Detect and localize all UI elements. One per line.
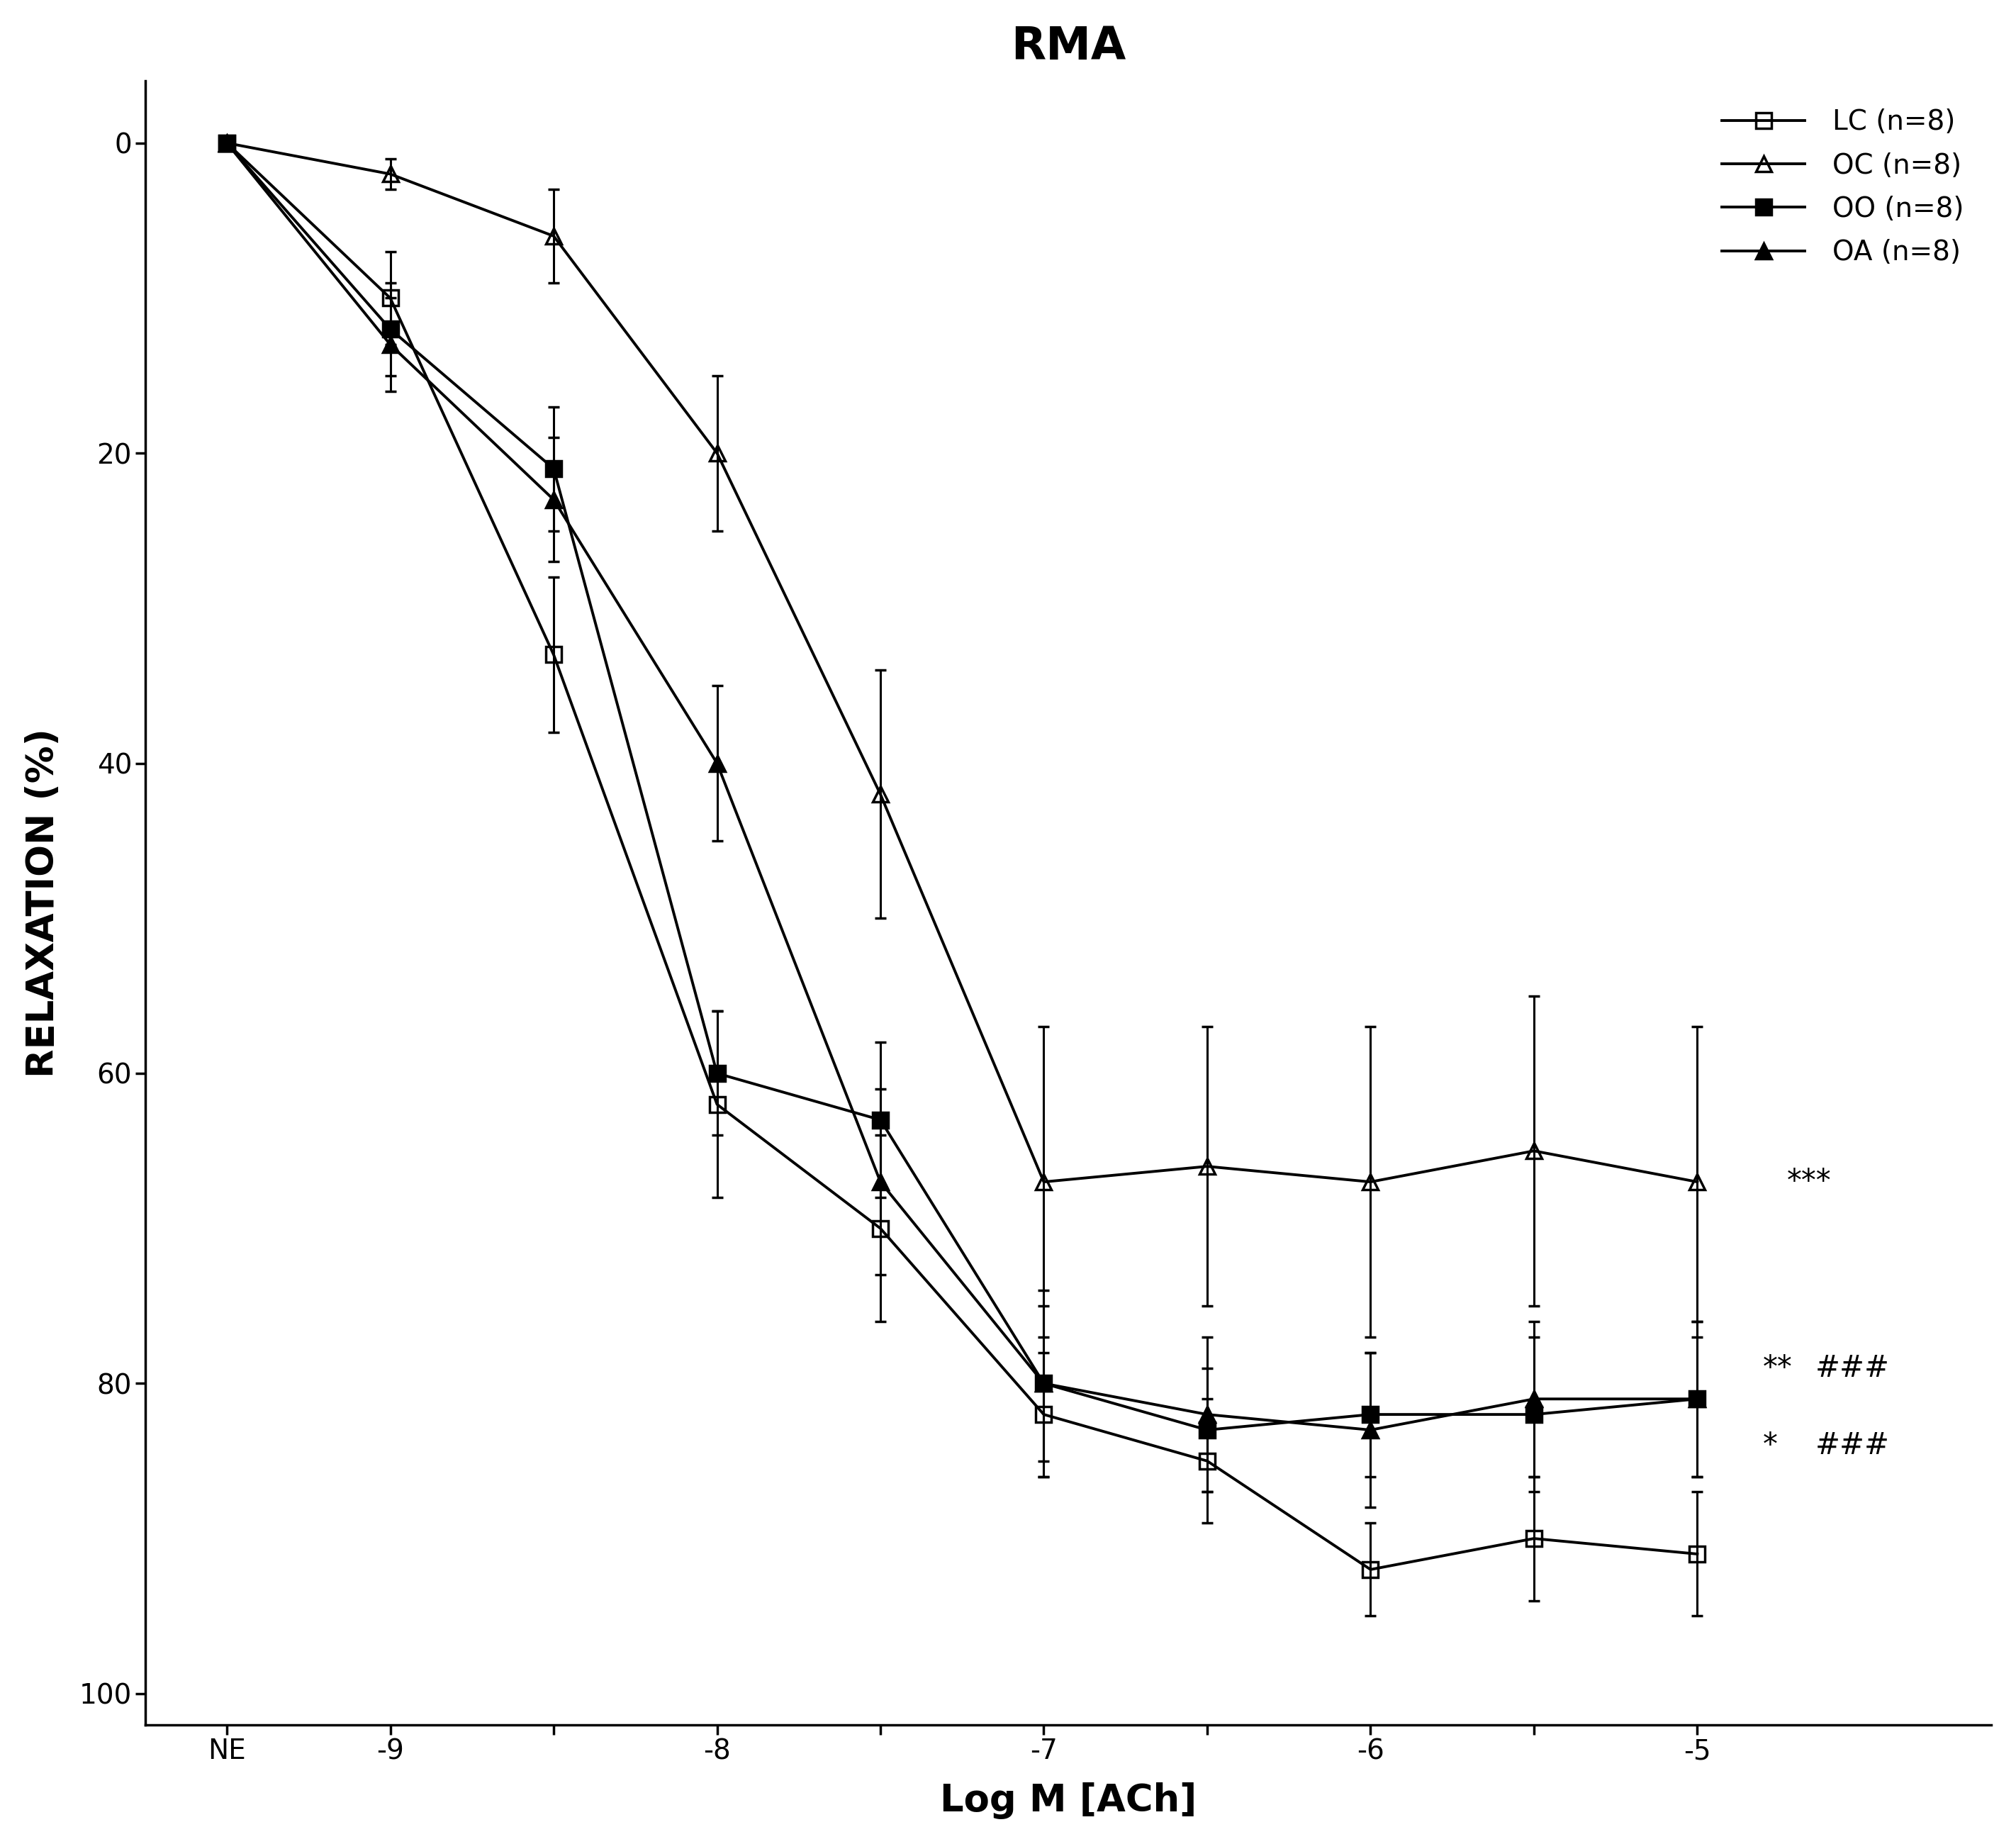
Title: RMA: RMA: [1010, 24, 1125, 68]
Legend: LC (n=8), OC (n=8), OO (n=8), OA (n=8): LC (n=8), OC (n=8), OO (n=8), OA (n=8): [1708, 94, 1978, 280]
Text: *: *: [1762, 1431, 1778, 1460]
Text: **: **: [1762, 1353, 1792, 1383]
Text: ###: ###: [1814, 1431, 1889, 1460]
X-axis label: Log M [ACh]: Log M [ACh]: [939, 1783, 1198, 1820]
Text: ###: ###: [1814, 1353, 1889, 1383]
Y-axis label: RELAXATION (%): RELAXATION (%): [24, 728, 60, 1077]
Text: ***: ***: [1786, 1167, 1833, 1197]
